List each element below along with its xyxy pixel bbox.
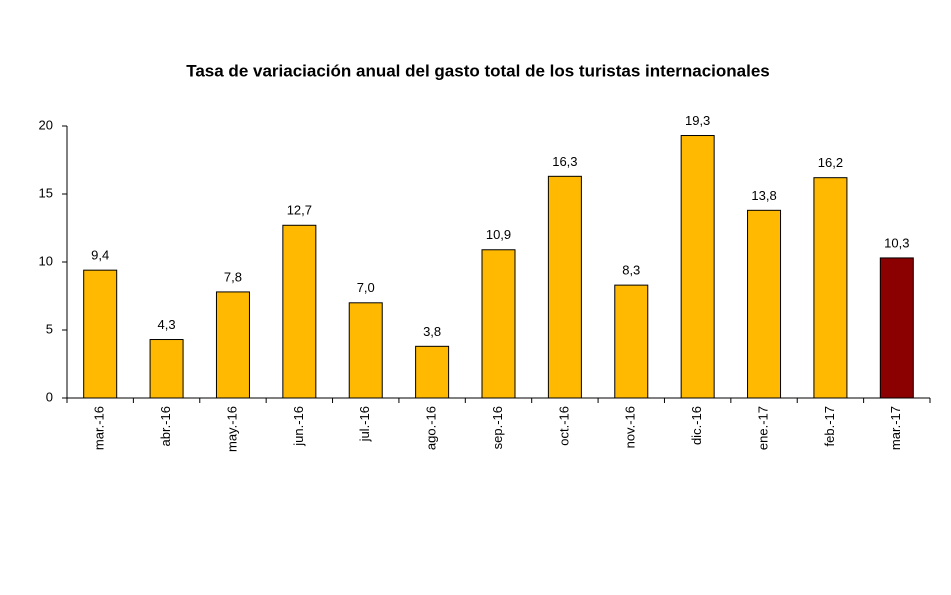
x-tick-label: jun.-16	[291, 406, 306, 447]
bar	[680, 135, 715, 399]
value-label: 13,8	[751, 188, 776, 203]
y-tick-label: 20	[39, 117, 53, 132]
y-tick-label: 5	[46, 321, 53, 336]
bar	[879, 257, 914, 399]
bar	[415, 345, 450, 399]
bar	[215, 291, 250, 399]
y-tick-label: 10	[39, 253, 53, 268]
x-tick-label: feb.-17	[822, 406, 837, 446]
y-tick-label: 15	[39, 185, 53, 200]
value-label: 10,9	[486, 227, 511, 242]
bar	[348, 302, 383, 399]
x-tick-label: dic.-16	[689, 406, 704, 445]
y-tick-label: 0	[46, 389, 53, 404]
value-label: 8,3	[622, 263, 640, 278]
value-label: 12,7	[287, 203, 312, 218]
x-tick-label: nov.-16	[623, 406, 638, 448]
x-tick-label: oct.-16	[556, 406, 571, 446]
value-label: 9,4	[91, 248, 109, 263]
bar	[614, 284, 649, 399]
x-tick-label: jul.-16	[357, 406, 372, 442]
bar	[481, 249, 516, 399]
x-tick-label: sep.-16	[490, 406, 505, 449]
bar	[813, 177, 848, 399]
value-label: 3,8	[423, 324, 441, 339]
bar	[282, 224, 317, 399]
bar	[747, 209, 782, 399]
value-label: 19,3	[685, 113, 710, 128]
bar	[83, 269, 118, 399]
x-tick-label: mar.-16	[92, 406, 107, 450]
bar	[149, 339, 184, 399]
x-tick-label: ene.-17	[755, 406, 770, 450]
value-label: 16,3	[552, 154, 577, 169]
value-label: 7,8	[224, 269, 242, 284]
chart-title: Tasa de variaciación anual del gasto tot…	[186, 61, 770, 80]
value-label: 16,2	[818, 155, 843, 170]
x-tick-label: ago.-16	[424, 406, 439, 450]
x-tick-label: may.-16	[224, 406, 239, 452]
value-label: 7,0	[357, 280, 375, 295]
x-tick-label: abr.-16	[158, 406, 173, 446]
x-tick-label: mar.-17	[888, 406, 903, 450]
value-label: 10,3	[884, 235, 909, 250]
bar	[547, 175, 582, 399]
value-label: 4,3	[158, 317, 176, 332]
